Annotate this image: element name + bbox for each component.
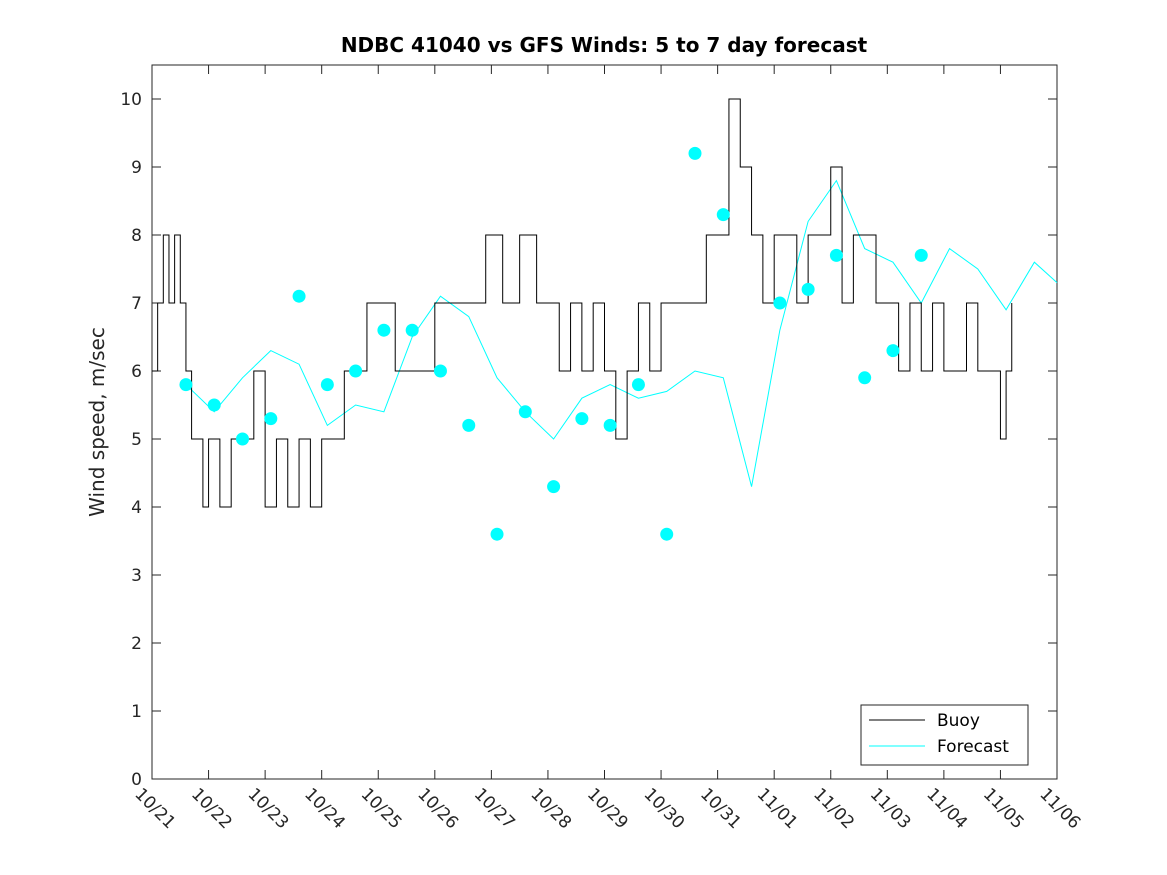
y-axis: 0 1 2 3 4 5 6 7 8 9 10 <box>120 90 1057 790</box>
series-layer <box>152 98 1058 541</box>
y-tick-label: 5 <box>131 430 142 450</box>
y-tick-label: 1 <box>131 702 142 722</box>
legend-buoy-label: Buoy <box>937 711 980 731</box>
chart-title: NDBC 41040 vs GFS Winds: 5 to 7 day fore… <box>341 33 868 57</box>
forecast-marker <box>886 344 900 358</box>
forecast-marker <box>829 248 843 262</box>
plot-area <box>151 64 1058 780</box>
forecast-marker <box>688 146 702 160</box>
forecast-marker <box>433 364 447 378</box>
y-tick-label: 6 <box>131 362 142 382</box>
y-tick-label: 3 <box>131 566 142 586</box>
forecast-marker <box>236 432 249 446</box>
forecast-marker <box>377 323 391 337</box>
forecast-marker <box>462 418 476 432</box>
buoy-line <box>152 98 1013 508</box>
forecast-marker <box>547 480 561 494</box>
forecast-marker <box>914 248 928 262</box>
forecast-marker <box>349 364 363 378</box>
y-axis-label: Wind speed, m/sec <box>85 327 109 517</box>
y-tick-label: 2 <box>131 634 142 654</box>
forecast-marker <box>405 323 419 337</box>
forecast-marker <box>858 371 872 385</box>
forecast-marker <box>518 405 532 419</box>
forecast-marker <box>179 378 193 392</box>
forecast-marker <box>603 418 617 432</box>
forecast-marker <box>264 412 278 426</box>
forecast-marker <box>490 527 504 541</box>
forecast-marker <box>292 289 306 303</box>
y-tick-label: 4 <box>131 498 142 518</box>
forecast-line <box>185 179 1058 487</box>
y-tick-label: 10 <box>120 90 142 110</box>
forecast-marker <box>773 296 787 310</box>
forecast-marker <box>801 282 815 296</box>
legend: Buoy Forecast <box>860 704 1029 766</box>
forecast-marker <box>716 208 730 222</box>
forecast-marker <box>320 378 334 392</box>
y-tick-label: 0 <box>131 770 142 790</box>
forecast-marker <box>660 527 674 541</box>
legend-forecast-label: Forecast <box>937 737 1009 757</box>
y-tick-label: 8 <box>131 226 142 246</box>
forecast-marker <box>631 378 645 392</box>
y-tick-label: 7 <box>131 294 142 314</box>
forecast-marker <box>207 398 221 412</box>
y-tick-label: 9 <box>131 158 142 178</box>
legend-box <box>860 704 1029 766</box>
forecast-marker <box>575 412 589 426</box>
